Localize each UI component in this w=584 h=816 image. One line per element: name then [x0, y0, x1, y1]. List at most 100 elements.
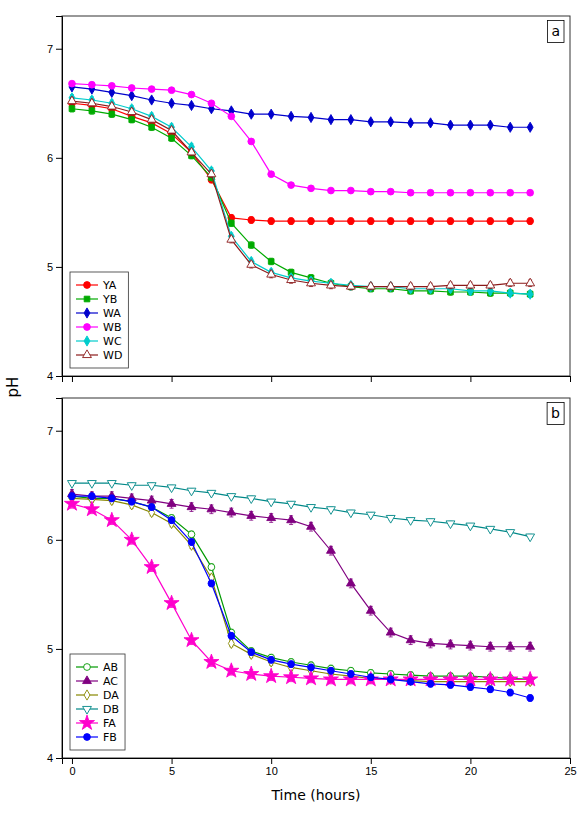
chart: 4567aYAYBWAWBWCWDpH05101520254567bABACDA… — [0, 0, 584, 816]
legend-marker — [84, 664, 91, 671]
marker — [388, 117, 394, 127]
error-bar-cap — [269, 522, 273, 523]
marker — [247, 260, 256, 268]
legend-label: WB — [103, 321, 121, 334]
error-bars — [70, 81, 532, 194]
error-bar-cap — [409, 644, 413, 645]
legend-label: DB — [103, 703, 119, 716]
marker — [327, 546, 336, 554]
marker — [448, 120, 454, 130]
x-tick: 0 — [69, 758, 75, 777]
error-bars — [70, 499, 532, 683]
marker — [69, 493, 76, 500]
marker — [184, 632, 199, 646]
error-bar-cap — [488, 651, 492, 652]
legend-label: AB — [103, 661, 118, 674]
marker — [84, 501, 99, 515]
tick-label: 10 — [266, 765, 278, 777]
tick-mark — [56, 649, 62, 650]
marker — [248, 649, 255, 656]
legend-marker — [84, 308, 90, 318]
series — [69, 105, 533, 297]
tick-mark — [172, 376, 173, 382]
series — [69, 82, 533, 133]
panel-label-text: b — [551, 405, 560, 421]
marker — [366, 281, 375, 289]
error-bar — [70, 105, 74, 112]
marker — [109, 111, 115, 117]
legend-marker — [83, 706, 92, 714]
marker — [207, 490, 216, 498]
panel-label-text: a — [551, 23, 560, 39]
tick-label: 7 — [47, 425, 53, 437]
marker — [227, 507, 236, 515]
marker — [487, 218, 494, 225]
marker — [288, 111, 294, 121]
marker — [367, 218, 374, 225]
tick-label: 15 — [365, 765, 377, 777]
marker — [507, 122, 513, 132]
marker — [268, 171, 275, 178]
legend-marker — [84, 734, 91, 741]
x-axis: 0510152025 — [63, 758, 577, 777]
legend-item: WD — [76, 349, 122, 362]
y-tick: 4 — [47, 752, 62, 764]
marker — [328, 187, 335, 194]
marker — [526, 278, 535, 286]
legend-marker — [84, 296, 90, 302]
marker — [164, 595, 179, 609]
marker — [127, 107, 136, 115]
marker — [407, 678, 414, 685]
marker — [128, 498, 135, 505]
marker — [148, 86, 155, 93]
marker — [108, 495, 115, 502]
y-tick: 7 — [47, 43, 62, 55]
series — [68, 489, 535, 651]
x-tick: 10 — [266, 758, 278, 777]
error-bars — [70, 490, 532, 651]
legend-label: YB — [102, 293, 117, 306]
marker — [486, 526, 495, 534]
tick-mark — [371, 758, 372, 764]
error-bar — [249, 242, 253, 249]
marker — [304, 670, 319, 684]
marker — [69, 493, 76, 500]
legend-items: ABACDADBFAFB — [76, 661, 119, 744]
marker — [248, 109, 254, 119]
error-bars — [70, 95, 532, 298]
marker — [268, 657, 274, 667]
tick-label: 5 — [47, 261, 53, 273]
error-bar-cap — [329, 555, 333, 556]
marker — [447, 189, 454, 196]
error-bars — [70, 493, 532, 683]
legend-label: WA — [103, 307, 121, 320]
marker — [487, 120, 493, 130]
legend-item: AC — [76, 675, 118, 688]
marker — [287, 275, 296, 283]
marker — [507, 288, 513, 298]
marker — [188, 539, 195, 546]
marker — [307, 278, 316, 286]
marker — [268, 218, 275, 225]
series — [68, 96, 535, 290]
marker — [168, 87, 175, 94]
y-axis-title: pH — [4, 377, 22, 398]
marker — [169, 98, 175, 108]
legend: YAYBWAWBWCWD — [70, 272, 128, 368]
x-tick: 5 — [169, 758, 175, 777]
error-bar-cap — [249, 520, 253, 521]
error-bar-cap — [170, 508, 174, 509]
marker — [264, 668, 279, 682]
marker — [87, 481, 96, 489]
error-bar — [229, 220, 233, 227]
marker — [109, 495, 115, 505]
series-line — [72, 498, 530, 681]
legend-item: AB — [76, 661, 118, 674]
marker — [189, 100, 195, 110]
x-axis-title: Time (hours) — [271, 787, 361, 803]
panel-label: b — [547, 402, 564, 424]
marker — [387, 218, 394, 225]
tick-label: 6 — [47, 534, 53, 546]
error-bar-cap — [189, 511, 193, 512]
x-tick: 20 — [465, 758, 477, 777]
